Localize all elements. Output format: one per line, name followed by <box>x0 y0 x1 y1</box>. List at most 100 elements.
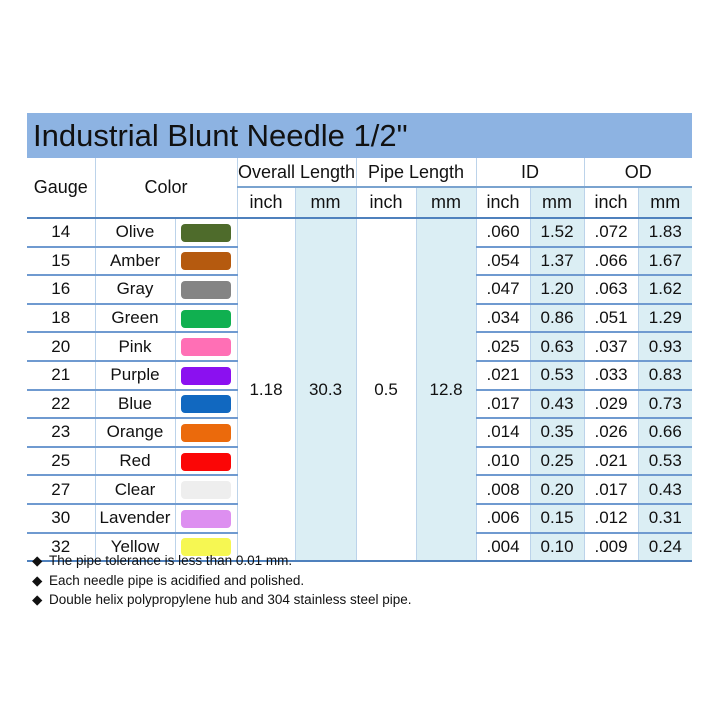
color-swatch <box>181 252 231 271</box>
color-swatch <box>181 309 231 328</box>
header-id: ID <box>475 158 585 187</box>
color-name-cell: Blue <box>94 389 175 420</box>
od-mm-cell: 0.24 <box>637 532 693 563</box>
color-swatch <box>181 538 231 557</box>
id-inch-cell: .004 <box>475 532 531 563</box>
od-inch-cell: .033 <box>583 360 639 391</box>
table-row: 30 Lavender .006 0.15.012 0.31 <box>27 503 693 534</box>
gauge-cell: 23 <box>27 418 95 448</box>
color-name-cell: Purple <box>94 360 175 391</box>
id-inch-cell: .017 <box>475 389 531 420</box>
color-swatch-cell <box>174 332 238 362</box>
color-name-cell: Orange <box>94 418 175 448</box>
od-inch-cell: .009 <box>583 532 639 563</box>
id-inch-cell: .006 <box>475 503 531 534</box>
color-swatch-cell <box>174 303 238 334</box>
note-text: Each needle pipe is acidified and polish… <box>49 572 305 588</box>
id-mm-cell: 0.63 <box>529 332 585 362</box>
od-inch-cell: .051 <box>583 303 639 334</box>
id-inch-cell: .008 <box>475 475 531 505</box>
od-inch-cell: .012 <box>583 503 639 534</box>
od-mm-cell: 1.83 <box>637 218 693 248</box>
table-row: 27 Clear .008 0.20.017 0.43 <box>27 475 693 505</box>
color-swatch-cell <box>174 389 238 420</box>
id-inch-cell: .054 <box>475 246 531 277</box>
color-name-cell: Green <box>94 303 175 334</box>
gauge-cell: 22 <box>27 389 95 420</box>
od-mm-cell: 0.73 <box>637 389 693 420</box>
table-row: 18 Green .034 0.86.051 1.29 <box>27 303 693 334</box>
color-swatch-cell <box>174 503 238 534</box>
color-swatch <box>181 509 231 528</box>
color-name-cell: Red <box>94 446 175 477</box>
od-mm-cell: 0.31 <box>637 503 693 534</box>
subheader-pl-inch: inch <box>355 186 417 219</box>
color-swatch-cell <box>174 275 238 305</box>
id-mm-cell: 1.37 <box>529 246 585 277</box>
subheader-od-inch: inch <box>583 186 639 219</box>
note-text: The pipe tolerance is less than 0.01 mm. <box>49 553 293 568</box>
color-name-cell: Lavender <box>94 503 175 534</box>
od-inch-cell: .063 <box>583 275 639 305</box>
od-inch-cell: .017 <box>583 475 639 505</box>
color-name-cell: Clear <box>94 475 175 505</box>
id-mm-cell: 0.15 <box>529 503 585 534</box>
color-name-cell: Gray <box>94 275 175 305</box>
color-swatch <box>181 366 231 385</box>
gauge-cell: 15 <box>27 246 95 277</box>
id-mm-cell: 0.35 <box>529 418 585 448</box>
color-swatch-cell <box>174 446 238 477</box>
gauge-cell: 30 <box>27 503 95 534</box>
pipe-length-inch: 0.5 <box>355 218 417 563</box>
color-swatch-cell <box>174 360 238 391</box>
note-item: ◆ Each needle pipe is acidified and polis… <box>32 571 412 591</box>
note-text: Double helix polypropylene hub and 304 s… <box>49 592 412 607</box>
table-row: 21 Purple .021 0.53.033 0.83 <box>27 360 693 391</box>
subheader-ol-inch: inch <box>236 186 296 219</box>
od-mm-cell: 1.62 <box>637 275 693 305</box>
diamond-bullet-icon: ◆ <box>32 572 43 588</box>
table-row: 25 Red .010 0.25.021 0.53 <box>27 446 693 477</box>
gauge-cell: 18 <box>27 303 95 334</box>
color-swatch-cell <box>174 246 238 277</box>
color-swatch <box>181 423 231 442</box>
id-inch-cell: .034 <box>475 303 531 334</box>
table-title: Industrial Blunt Needle 1/2" <box>27 113 692 158</box>
color-swatch <box>181 281 231 299</box>
gauge-cell: 14 <box>27 218 95 248</box>
od-inch-cell: .072 <box>583 218 639 248</box>
table-row: 32 Yellow .004 0.10.009 0.24 <box>27 532 693 563</box>
color-name-cell: Pink <box>94 332 175 362</box>
od-inch-cell: .037 <box>583 332 639 362</box>
id-mm-cell: 0.43 <box>529 389 585 420</box>
color-name-cell: Olive <box>94 218 175 248</box>
id-inch-cell: .060 <box>475 218 531 248</box>
table-row: 20 Pink .025 0.63.037 0.93 <box>27 332 693 362</box>
note-item: ◆ Double helix polypropylene hub and 304 … <box>32 590 412 610</box>
color-swatch <box>181 223 231 242</box>
subheader-pl-mm: mm <box>415 186 477 219</box>
id-inch-cell: .021 <box>475 360 531 391</box>
color-swatch <box>181 481 231 500</box>
id-mm-cell: 1.52 <box>529 218 585 248</box>
subheader-od-mm: mm <box>637 186 693 219</box>
pipe-length-mm: 12.8 <box>415 218 477 563</box>
color-swatch-cell <box>174 418 238 448</box>
gauge-cell: 25 <box>27 446 95 477</box>
gauge-cell: 21 <box>27 360 95 391</box>
color-name-cell: Amber <box>94 246 175 277</box>
color-swatch-cell <box>174 475 238 505</box>
subheader-id-mm: mm <box>529 186 585 219</box>
notes-list: ◆ The pipe tolerance is less than 0.01 mm… <box>32 551 412 610</box>
od-mm-cell: 1.67 <box>637 246 693 277</box>
overall-length-inch: 1.18 <box>236 218 296 563</box>
needle-spec-table: Industrial Blunt Needle 1/2" Gauge Color… <box>27 113 693 563</box>
table-row: 14 Olive 1.18 30.3 0.5 12.8.060 1.52.072 1.83 <box>27 218 693 563</box>
id-inch-cell: .010 <box>475 446 531 477</box>
od-mm-cell: 0.43 <box>637 475 693 505</box>
header-gauge: Gauge <box>27 158 95 219</box>
id-mm-cell: 0.10 <box>529 532 585 563</box>
gauge-cell: 32 <box>27 532 95 563</box>
subheader-ol-mm: mm <box>294 186 357 219</box>
od-inch-cell: .066 <box>583 246 639 277</box>
